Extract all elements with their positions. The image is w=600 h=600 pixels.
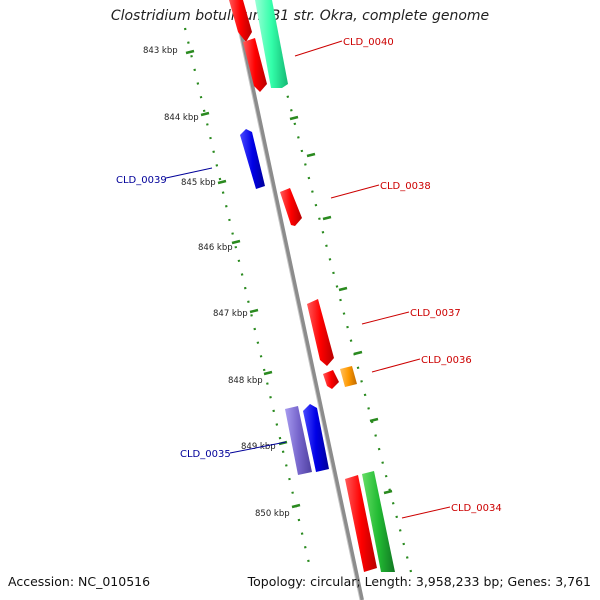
kbp-label: 848 kbp <box>228 376 263 386</box>
gene-feature-red-small[interactable] <box>323 370 339 389</box>
gene-label-leader <box>330 184 380 199</box>
kbp-label: 846 kbp <box>198 243 233 253</box>
kbp-label: 844 kbp <box>164 113 199 123</box>
map-title: Clostridium botulinum B1 str. Okra, comp… <box>110 8 490 24</box>
gene-label[interactable]: CLD_0038 <box>380 181 431 192</box>
gene-label-leader <box>165 167 213 179</box>
gene-label[interactable]: CLD_0034 <box>451 503 502 514</box>
gene-feature-cld-0037[interactable] <box>307 299 334 366</box>
gene-feature-red[interactable] <box>229 0 252 42</box>
genome-backbone <box>232 0 364 600</box>
kbp-label: 850 kbp <box>255 509 290 519</box>
major-tick <box>231 239 241 245</box>
gene-label[interactable]: CLD_0036 <box>421 355 472 366</box>
gene-feature-cld-0038[interactable] <box>280 188 302 226</box>
right-tick-track <box>268 27 413 573</box>
kbp-label: 845 kbp <box>181 178 216 188</box>
major-tick <box>353 350 363 356</box>
gene-feature-cld-0036[interactable] <box>340 366 357 387</box>
major-tick <box>249 308 259 314</box>
gene-feature-blue[interactable] <box>303 404 329 472</box>
kbp-label: 847 kbp <box>213 309 248 319</box>
major-tick <box>322 215 332 221</box>
gene-label-leader <box>229 441 287 454</box>
major-tick <box>306 152 316 158</box>
major-tick <box>383 489 393 495</box>
gene-feature-cld-0039[interactable] <box>240 129 265 189</box>
gene-feature-cld-0035[interactable] <box>285 406 312 475</box>
gene-label[interactable]: CLD_0037 <box>410 308 461 319</box>
kbp-label: 843 kbp <box>143 46 178 56</box>
gene-feature-red[interactable] <box>243 38 267 92</box>
gene-label[interactable]: CLD_0040 <box>343 37 394 48</box>
gene-features <box>229 0 395 572</box>
gene-feature-green[interactable] <box>362 471 395 572</box>
gene-feature-cld-0034[interactable] <box>345 475 377 572</box>
genome-summary: Topology: circular; Length: 3,958,233 bp… <box>247 574 591 589</box>
gene-labels: CLD_0040 CLD_0039 CLD_0038 CLD_0037 CLD_0036… <box>116 37 502 519</box>
major-tick <box>185 49 195 55</box>
gene-label[interactable]: CLD_0035 <box>180 449 231 460</box>
major-tick <box>338 286 348 292</box>
gene-label-leader <box>294 40 343 57</box>
major-tick <box>291 503 301 509</box>
major-tick <box>200 111 210 117</box>
accession-label: Accession: NC_010516 <box>8 574 151 589</box>
gene-label[interactable]: CLD_0039 <box>116 175 167 186</box>
gene-label-leader <box>361 311 410 325</box>
major-tick <box>289 115 299 121</box>
major-tick <box>217 179 227 185</box>
gene-label-leader <box>401 506 451 519</box>
major-tick <box>369 417 379 423</box>
major-tick <box>263 370 273 376</box>
gene-label-leader <box>371 358 421 373</box>
gene-feature-cld-0040[interactable] <box>255 0 288 88</box>
left-major-ticks <box>185 49 301 509</box>
